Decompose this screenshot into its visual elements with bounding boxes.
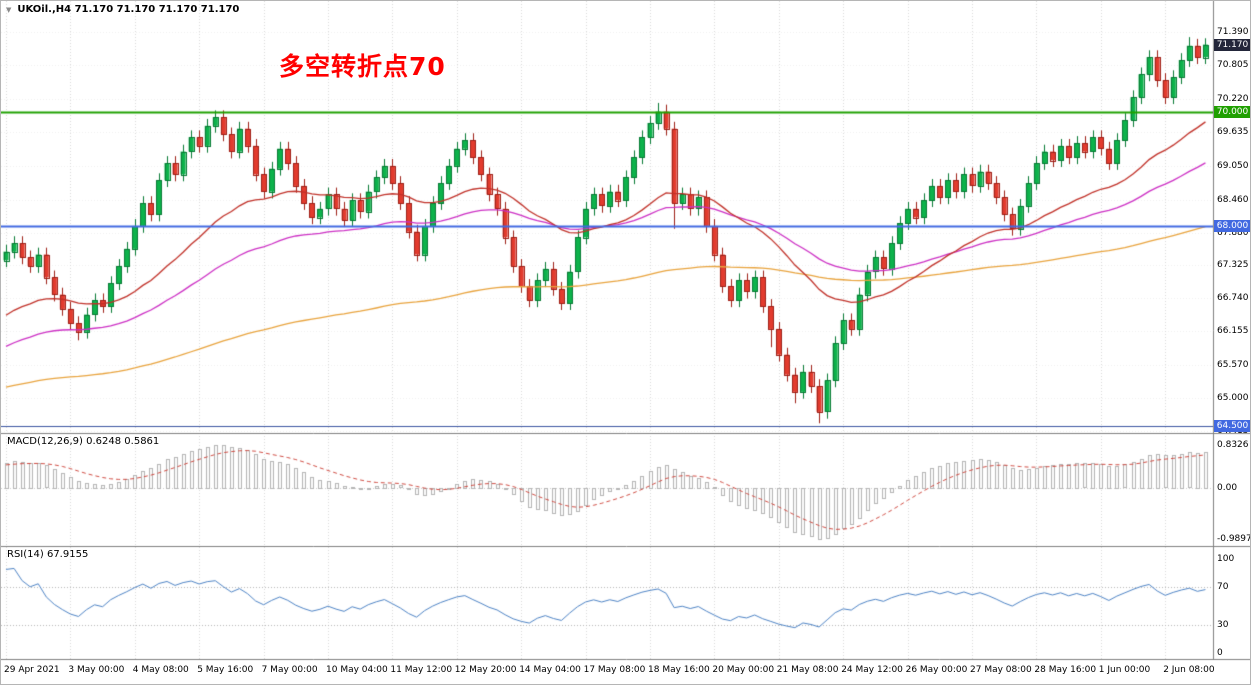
price-axis-label: 65.000 <box>1217 392 1249 403</box>
price-axis-label: 66.155 <box>1217 326 1249 337</box>
time-axis-label[interactable]: 21 May 08:00 <box>776 665 839 675</box>
time-axis-label[interactable]: 29 Apr 2021 <box>4 665 60 675</box>
time-axis-label[interactable]: 7 May 00:00 <box>261 665 318 675</box>
rsi-axis-label: 70 <box>1217 582 1229 593</box>
price-axis-label: 65.570 <box>1217 359 1249 370</box>
time-axis-label[interactable]: 18 May 16:00 <box>648 665 710 675</box>
rsi-axis-label: 30 <box>1217 619 1229 630</box>
time-axis-label[interactable]: 14 May 04:00 <box>519 665 581 675</box>
time-axis-label[interactable]: 12 May 20:00 <box>454 665 517 675</box>
time-axis-label[interactable]: 26 May 00:00 <box>905 665 968 675</box>
time-axis-label[interactable]: 5 May 16:00 <box>197 665 254 675</box>
price-axis-label: 69.635 <box>1217 127 1249 138</box>
time-axis-label[interactable]: 17 May 08:00 <box>583 665 646 675</box>
price-axis-label: 70.805 <box>1217 60 1249 71</box>
macd-axis-label: -0.9897 <box>1217 534 1251 544</box>
macd-label: MACD(12,26,9) 0.6248 0.5861 <box>7 436 160 447</box>
time-axis-label[interactable]: 28 May 16:00 <box>1034 665 1097 675</box>
price-axis-label: 68.460 <box>1217 194 1249 205</box>
price-axis-label: 71.390 <box>1217 27 1249 37</box>
price-level-tag: 70.000 <box>1214 105 1250 118</box>
expand-arrow-icon[interactable]: ▼ <box>6 5 12 14</box>
rsi-axis-label: 0 <box>1217 648 1223 658</box>
rsi-axis-label: 100 <box>1217 554 1235 564</box>
time-axis-label[interactable]: 11 May 12:00 <box>390 665 453 675</box>
chart-title-text: UKOil.,H4 71.170 71.170 71.170 71.170 <box>17 4 240 15</box>
time-axis-label[interactable]: 24 May 12:00 <box>841 665 903 675</box>
chart-title: ▼ UKOil.,H4 71.170 71.170 71.170 71.170 <box>6 4 239 15</box>
price-level-tag: 64.500 <box>1214 420 1250 433</box>
time-axis-label[interactable]: 27 May 08:00 <box>970 665 1032 675</box>
time-axis-label[interactable]: 1 Jun 00:00 <box>1098 665 1151 675</box>
current-price-tag: 71.170 <box>1214 38 1250 51</box>
time-axis-label[interactable]: 10 May 04:00 <box>326 665 388 675</box>
macd-axis-label: 0.00 <box>1217 482 1238 493</box>
price-level-tag: 68.000 <box>1214 219 1250 232</box>
price-axis-label: 69.050 <box>1217 160 1249 171</box>
chart-annotation: 多空转折点70 <box>279 52 446 81</box>
price-axis-label: 66.740 <box>1217 293 1249 303</box>
price-axis-label: 67.325 <box>1217 259 1249 270</box>
time-axis-label[interactable]: 20 May 00:00 <box>712 665 775 675</box>
time-axis-label[interactable]: 2 Jun 08:00 <box>1163 665 1215 675</box>
time-axis-label[interactable]: 4 May 08:00 <box>132 665 189 675</box>
macd-axis-label: 0.8326 <box>1217 440 1249 450</box>
time-axis-label[interactable]: 3 May 00:00 <box>68 665 125 675</box>
price-axis-label: 70.220 <box>1217 93 1249 104</box>
rsi-label: RSI(14) 67.9155 <box>7 549 89 560</box>
price-axis-label: 67.880 <box>1217 227 1249 238</box>
